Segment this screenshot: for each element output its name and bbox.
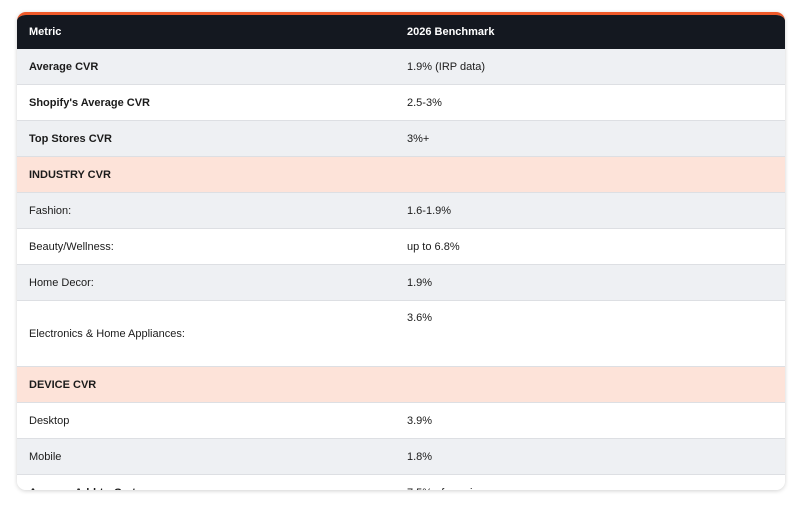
metric-cell: Fashion: xyxy=(17,192,395,229)
metric-cell: Mobile xyxy=(17,438,395,475)
section-heading: DEVICE CVR xyxy=(17,366,785,403)
table-row: Top Stores CVR 3%+ xyxy=(17,120,785,157)
section-row-industry: INDUSTRY CVR xyxy=(17,156,785,193)
table-row: Fashion: 1.6-1.9% xyxy=(17,192,785,229)
metric-cell: Shopify's Average CVR xyxy=(17,84,395,121)
value-cell: 1.6-1.9% xyxy=(395,192,785,229)
table-header-row: Metric 2026 Benchmark xyxy=(17,15,785,49)
section-row-device: DEVICE CVR xyxy=(17,366,785,403)
table-row: Shopify's Average CVR 2.5-3% xyxy=(17,84,785,121)
metric-cell: Top Stores CVR xyxy=(17,120,395,157)
metric-cell: Average Add-to-Cart xyxy=(17,474,395,490)
table-row: Electronics & Home Appliances: 3.6% xyxy=(17,300,785,367)
table-row: Average CVR 1.9% (IRP data) xyxy=(17,49,785,85)
column-header-benchmark: 2026 Benchmark xyxy=(395,15,785,49)
table-row: Home Decor: 1.9% xyxy=(17,264,785,301)
benchmark-table: Metric 2026 Benchmark Average CVR 1.9% (… xyxy=(17,15,785,490)
value-cell: 3%+ xyxy=(395,120,785,157)
table-row: Beauty/Wellness: up to 6.8% xyxy=(17,228,785,265)
table-row: Desktop 3.9% xyxy=(17,402,785,439)
metric-cell: Home Decor: xyxy=(17,264,395,301)
value-cell: 1.9% (IRP data) xyxy=(395,49,785,85)
metric-cell: Electronics & Home Appliances: xyxy=(17,300,395,367)
value-cell: 3.9% xyxy=(395,402,785,439)
section-heading: INDUSTRY CVR xyxy=(17,156,785,193)
table-row: Average Add-to-Cart 7.5% of sessions xyxy=(17,474,785,490)
column-header-metric: Metric xyxy=(17,15,395,49)
metric-cell: Average CVR xyxy=(17,49,395,85)
benchmark-table-card: Metric 2026 Benchmark Average CVR 1.9% (… xyxy=(17,12,785,490)
value-cell: 3.6% xyxy=(395,300,785,367)
value-cell: up to 6.8% xyxy=(395,228,785,265)
value-cell: 1.9% xyxy=(395,264,785,301)
value-cell: 1.8% xyxy=(395,438,785,475)
table-row: Mobile 1.8% xyxy=(17,438,785,475)
metric-cell: Beauty/Wellness: xyxy=(17,228,395,265)
metric-cell: Desktop xyxy=(17,402,395,439)
value-cell: 2.5-3% xyxy=(395,84,785,121)
value-cell: 7.5% of sessions xyxy=(395,474,785,490)
